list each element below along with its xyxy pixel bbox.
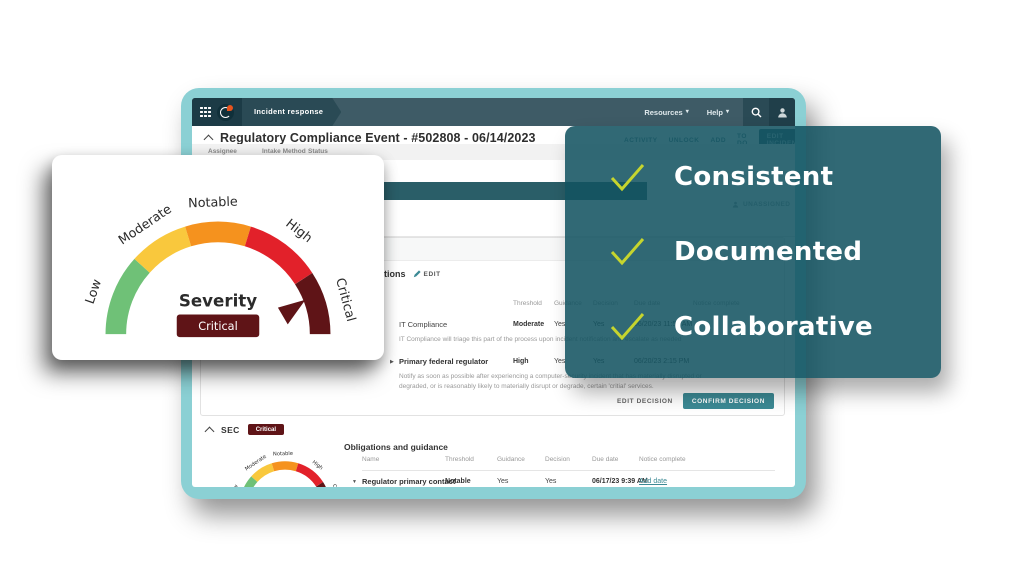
gauge-label-notable: Notable — [188, 195, 238, 212]
gauge-label-critical: Critical — [332, 276, 358, 323]
sec-severity-gauge: Low Moderate Notable High Critical — [231, 451, 341, 487]
decision-buttons: EDIT DECISION CONFIRM DECISION — [617, 393, 774, 409]
nav-resources-label: Resources — [644, 107, 683, 117]
obligations-title: Obligations and guidance — [344, 442, 448, 452]
chevron-down-icon: ▾ — [725, 109, 729, 115]
brand-logo-icon[interactable] — [216, 103, 234, 121]
chevron-down-icon: ▾ — [685, 109, 689, 115]
app-grid-icon[interactable] — [200, 106, 211, 118]
col-due-date: Due date — [592, 456, 619, 463]
gauge-value: Critical — [198, 320, 237, 333]
header-left-block — [192, 98, 242, 126]
row-expand-icon[interactable]: ▶ — [390, 359, 394, 365]
row-name[interactable]: Regulator primary contact — [362, 477, 456, 486]
app-header-bar: Incident response Resources ▾ Help ▾ — [192, 98, 795, 126]
divider — [192, 236, 795, 237]
user-icon — [777, 107, 787, 117]
search-icon — [751, 107, 761, 117]
row-decision: Yes — [545, 478, 557, 485]
confirm-decision-button[interactable]: CONFIRM DECISION — [682, 393, 774, 409]
incident-title-row: Regulatory Compliance Event - #502808 - … — [203, 131, 536, 145]
meta-status-label: Status — [308, 148, 328, 155]
nav-help[interactable]: Help ▾ — [707, 108, 729, 117]
gauge-title: Severity — [179, 292, 257, 311]
sec-section-header: SEC Critical — [204, 424, 285, 436]
row-guidance: Yes — [554, 358, 566, 365]
benefit-item: Documented — [609, 236, 941, 267]
severity-gauge-card: Low Moderate Notable High Critical Sever… — [52, 155, 384, 360]
severity-gauge: Low Moderate Notable High Critical Sever… — [83, 195, 358, 338]
gauge-label-low: Low — [231, 484, 240, 487]
tab-incident-response[interactable]: Incident response — [242, 98, 341, 126]
col-guidance: Guidance — [497, 456, 525, 463]
collapse-chevron-icon[interactable] — [203, 134, 214, 145]
gauge-needle — [277, 299, 306, 325]
row-note: IT Compliance will triage this part of t… — [399, 336, 682, 343]
row-name[interactable]: IT Compliance — [399, 320, 448, 329]
divider — [362, 470, 775, 471]
gauge-label-notable: Notable — [273, 451, 293, 458]
benefit-label: Documented — [674, 236, 863, 267]
row-guidance: Yes — [497, 478, 509, 485]
edit-notifications-button[interactable]: EDIT — [413, 270, 441, 278]
benefit-label: Collaborative — [674, 311, 873, 342]
col-notice-complete: Notice complete — [639, 456, 686, 463]
collapse-chevron-icon[interactable] — [204, 426, 215, 436]
edit-label: EDIT — [423, 270, 441, 278]
row-threshold: High — [513, 358, 529, 365]
row-threshold: Notable — [445, 478, 471, 485]
meta-intake-label: Intake Method — [262, 148, 306, 155]
gauge-value-badge — [176, 314, 260, 338]
edit-decision-button[interactable]: EDIT DECISION — [617, 397, 673, 405]
benefit-item: Collaborative — [609, 311, 941, 342]
check-icon — [610, 313, 645, 341]
header-nav: Resources ▾ Help ▾ — [644, 98, 729, 126]
col-decision: Decision — [545, 456, 570, 463]
benefit-item: Consistent — [609, 162, 941, 193]
row-name[interactable]: Primary federal regulator — [399, 357, 489, 366]
meta-assignee-label: Assignee — [208, 148, 237, 155]
row-threshold: Moderate — [513, 321, 545, 328]
gauge-label-high: High — [283, 216, 315, 246]
col-name: Name — [362, 456, 380, 463]
row-guidance: Yes — [554, 321, 566, 328]
gauge-label-critical: Critical — [331, 484, 341, 487]
gauge-label-high: High — [311, 460, 324, 472]
search-button[interactable] — [743, 98, 769, 126]
benefit-label: Consistent — [674, 162, 834, 193]
row-collapse-icon[interactable]: ▼ — [352, 479, 357, 485]
sec-critical-badge: Critical — [247, 424, 285, 435]
nav-resources[interactable]: Resources ▾ — [644, 108, 688, 117]
gauge-label-low: Low — [83, 277, 105, 306]
add-date-link[interactable]: Add date — [639, 478, 668, 485]
user-menu-button[interactable] — [769, 98, 795, 126]
nav-help-label: Help — [706, 107, 723, 117]
page-title: Regulatory Compliance Event - #502808 - … — [220, 131, 536, 145]
check-icon — [610, 238, 645, 266]
row-note: Notify as soon as possible after experie… — [399, 373, 702, 390]
col-threshold: Threshold — [445, 456, 474, 463]
check-icon — [610, 163, 645, 192]
benefits-overlay: Consistent Documented Collaborative — [565, 126, 941, 378]
row-due-date: 06/17/23 9:39 AM — [592, 478, 648, 485]
col-threshold: Threshold — [513, 300, 542, 307]
sec-label: SEC — [221, 424, 240, 435]
pencil-icon — [413, 270, 421, 278]
